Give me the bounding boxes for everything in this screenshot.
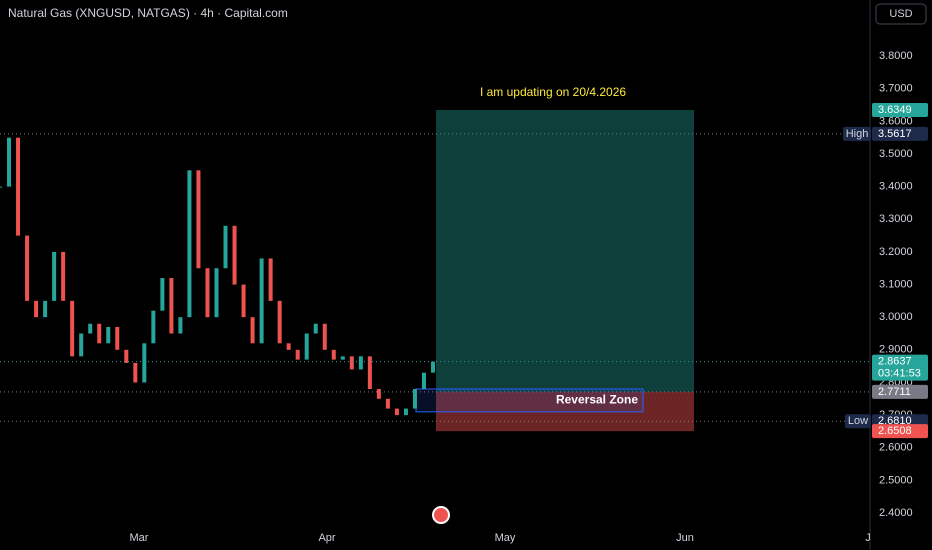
- candle: [43, 300, 48, 318]
- profit-zone: [436, 109, 694, 392]
- price-badge: [872, 126, 928, 141]
- y-tick-label: 2.5000: [879, 474, 913, 486]
- price-badge: [872, 384, 928, 399]
- candle: [259, 258, 264, 344]
- candle: [421, 372, 426, 389]
- candle: [142, 343, 147, 383]
- candle: [295, 349, 300, 360]
- candle: [394, 408, 399, 416]
- candle: [367, 356, 372, 389]
- candle: [25, 235, 30, 301]
- x-tick-label: J: [865, 532, 871, 544]
- candle: [106, 326, 111, 344]
- low-tag: [845, 414, 871, 429]
- candle: [88, 323, 93, 334]
- countdown: 03:41:53: [878, 368, 921, 380]
- candle: [403, 408, 408, 416]
- candle: [322, 323, 327, 350]
- candle: [70, 300, 75, 357]
- candle: [313, 323, 318, 334]
- y-tick-label: 2.6000: [879, 442, 913, 454]
- candle: [358, 356, 363, 370]
- price-badge: [872, 102, 928, 117]
- candle: [349, 356, 354, 370]
- high-tag: [843, 126, 871, 141]
- candle: [187, 170, 192, 318]
- y-tick-label: 3.6000: [879, 115, 913, 127]
- candle: [16, 137, 21, 236]
- candle: [286, 343, 291, 350]
- candle: [97, 323, 102, 344]
- x-tick-label: Jun: [676, 532, 694, 544]
- price-badge-label: 2.7711: [878, 386, 911, 398]
- annotation: I am updating on 20/4.2026: [480, 85, 626, 99]
- candle: [0, 186, 2, 188]
- candle: [79, 333, 84, 357]
- candle: [34, 300, 39, 318]
- candle: [52, 251, 57, 301]
- candle: [412, 388, 417, 409]
- price-badge-label: 3.6349: [878, 104, 912, 116]
- candle: [268, 258, 273, 301]
- chart-title: Natural Gas (XNGUSD, NATGAS) · 4h · Capi…: [8, 6, 288, 20]
- currency-button[interactable]: [875, 3, 927, 25]
- price-badge-label: 2.6508: [878, 425, 912, 437]
- y-tick-label: 3.5000: [879, 148, 913, 160]
- y-tick-label: 3.1000: [879, 278, 913, 290]
- candle: [340, 356, 345, 360]
- candle: [151, 310, 156, 344]
- price-badge-label: 3.5617: [878, 128, 912, 140]
- candle: [169, 278, 174, 334]
- candle: [115, 326, 120, 350]
- candle: [61, 251, 66, 301]
- y-tick-label: 3.2000: [879, 246, 913, 258]
- candle: [232, 225, 237, 285]
- candle: [250, 317, 255, 344]
- candle: [7, 137, 12, 187]
- y-tick-label: 3.8000: [879, 50, 913, 62]
- y-tick-label: 2.9000: [879, 344, 913, 356]
- y-tick-label: 3.3000: [879, 213, 913, 225]
- y-tick-label: 3.0000: [879, 311, 913, 323]
- candle: [385, 398, 390, 409]
- candle: [304, 333, 309, 360]
- reversal-zone-label: Reversal Zone: [556, 393, 638, 407]
- candle: [431, 361, 435, 373]
- price-badge: [872, 424, 928, 439]
- y-tick-label: 3.4000: [879, 181, 913, 193]
- price-badge-label: 2.8637: [878, 356, 912, 368]
- low-tag-label: Low: [848, 415, 868, 427]
- currency[interactable]: USD: [889, 8, 912, 20]
- candle: [133, 362, 138, 383]
- x-tick-label: May: [495, 532, 516, 544]
- candle: [205, 268, 210, 318]
- candle: [196, 170, 201, 269]
- candle: [376, 388, 381, 399]
- y-tick-label: 2.4000: [879, 507, 913, 519]
- candle: [277, 300, 282, 344]
- event-icon[interactable]: [432, 506, 450, 524]
- candle: [214, 268, 219, 318]
- candle: [160, 278, 165, 311]
- price-badge: [872, 354, 928, 381]
- candle: [223, 225, 228, 269]
- candle: [331, 349, 336, 360]
- x-tick-label: Apr: [318, 532, 335, 544]
- y-tick-label: 3.7000: [879, 83, 913, 95]
- x-tick-label: Mar: [130, 532, 149, 544]
- candle: [124, 349, 129, 363]
- candle: [241, 284, 246, 318]
- high-tag-label: High: [846, 128, 869, 140]
- candle: [178, 317, 183, 334]
